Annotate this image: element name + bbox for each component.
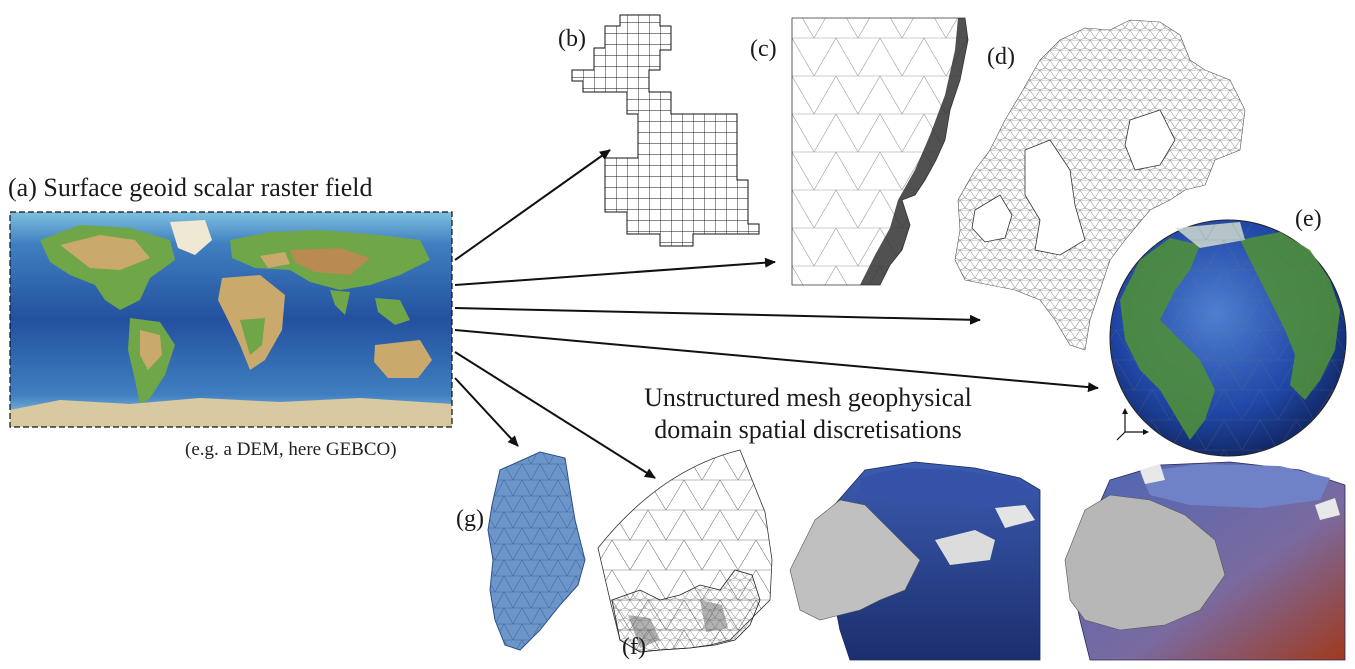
volume-mesh-1 bbox=[789, 461, 1041, 661]
panel-a-title: (a) Surface geoid scalar raster field bbox=[8, 175, 373, 201]
dem-raster-map bbox=[9, 211, 453, 428]
arrow-to-c bbox=[454, 257, 776, 286]
coastal-mesh bbox=[791, 17, 969, 286]
structured-grid-mesh bbox=[571, 14, 760, 247]
greenland-mesh bbox=[487, 451, 586, 651]
panel-f-label: (f) bbox=[622, 634, 646, 660]
sector-mesh bbox=[597, 449, 773, 653]
axes-glyph bbox=[1116, 408, 1149, 441]
panel-d-label: (d) bbox=[987, 44, 1015, 70]
arrow-to-e bbox=[454, 329, 1099, 393]
panel-a-note: (e.g. a DEM, here GEBCO) bbox=[185, 439, 397, 460]
panel-e-label: (e) bbox=[1295, 206, 1322, 232]
arrows bbox=[454, 149, 1099, 479]
center-caption-line1: Unstructured mesh geophysical bbox=[644, 383, 972, 412]
globe-mesh bbox=[1109, 219, 1347, 457]
arrow-to-f bbox=[454, 351, 656, 479]
center-caption-line2: domain spatial discretisations bbox=[654, 415, 962, 444]
panel-b-label: (b) bbox=[558, 26, 586, 52]
panel-a-letter: (a) bbox=[8, 173, 37, 202]
arrow-to-d bbox=[454, 307, 981, 325]
northwest-europe-mesh bbox=[954, 19, 1246, 351]
panel-a-heading: Surface geoid scalar raster field bbox=[43, 173, 373, 202]
arrow-to-b bbox=[454, 149, 611, 261]
arrow-to-g bbox=[454, 377, 519, 447]
panel-c-label: (c) bbox=[750, 36, 777, 62]
panel-g-label: (g) bbox=[456, 506, 484, 532]
center-caption: Unstructured mesh geophysical domain spa… bbox=[598, 382, 1018, 446]
volume-mesh-2 bbox=[1064, 461, 1346, 661]
